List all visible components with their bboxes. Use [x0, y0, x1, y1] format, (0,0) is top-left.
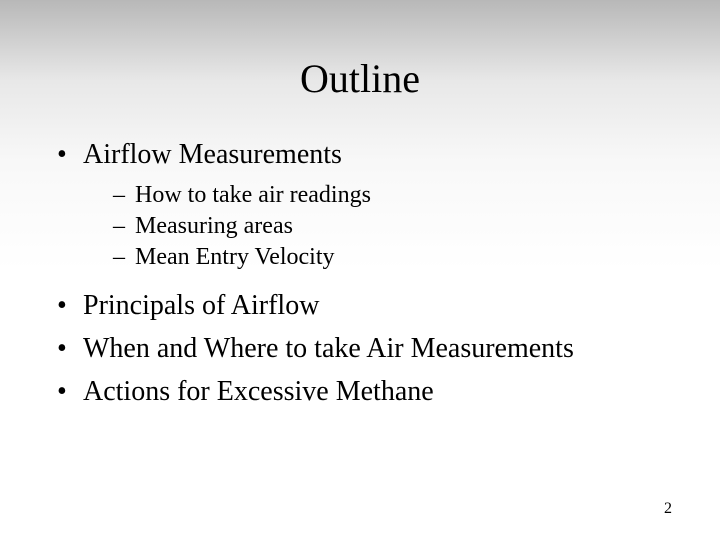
list-item: Principals of Airflow [55, 288, 680, 323]
list-item: Airflow Measurements [55, 137, 680, 172]
sub-item-text: Mean Entry Velocity [135, 244, 335, 270]
list-item-text: Principals of Airflow [83, 290, 319, 321]
sub-item-text: Measuring areas [135, 213, 293, 239]
sub-list-item: Measuring areas [113, 211, 680, 242]
slide-content: Airflow Measurements How to take air rea… [0, 137, 720, 409]
slide: Outline Airflow Measurements How to take… [0, 0, 720, 540]
list-item: When and Where to take Air Measurements [55, 331, 680, 366]
bullet-list: Principals of Airflow When and Where to … [55, 288, 680, 409]
list-item-text: Airflow Measurements [83, 139, 342, 170]
list-item-text: When and Where to take Air Measurements [83, 333, 574, 364]
sub-item-text: How to take air readings [135, 182, 371, 208]
list-item: Actions for Excessive Methane [55, 374, 680, 409]
bullet-list: Airflow Measurements [55, 137, 680, 172]
slide-title: Outline [0, 0, 720, 137]
sub-list-item: How to take air readings [113, 180, 680, 211]
list-item-text: Actions for Excessive Methane [83, 376, 434, 407]
sub-list-item: Mean Entry Velocity [113, 242, 680, 273]
sub-list: How to take air readings Measuring areas… [55, 180, 680, 274]
page-number: 2 [664, 500, 672, 518]
